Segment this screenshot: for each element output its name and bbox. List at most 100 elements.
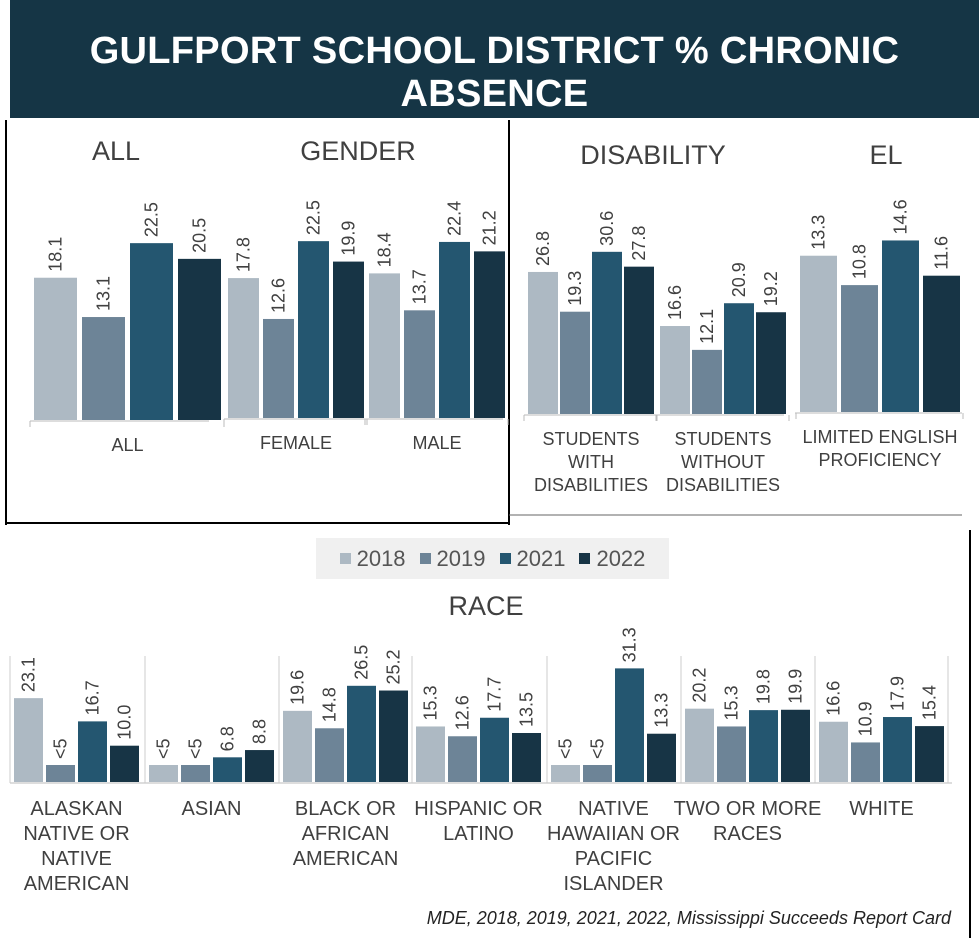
category-label-line: AMERICAN bbox=[293, 848, 399, 870]
data-label: 26.8 bbox=[533, 231, 553, 266]
category-label-line: HISPANIC OR bbox=[414, 798, 543, 820]
bar-2019-0 bbox=[82, 317, 125, 420]
category-label-line: TWO OR MORE bbox=[674, 798, 822, 820]
title-banner-background bbox=[10, 0, 979, 118]
bar-2019-1 bbox=[181, 765, 210, 782]
bar-2019-3 bbox=[448, 736, 477, 782]
bar-2022-2 bbox=[379, 690, 408, 782]
category-label: ALL bbox=[111, 435, 143, 455]
category-label: FEMALE bbox=[260, 433, 332, 453]
category-label: MALE bbox=[412, 433, 461, 453]
bar-2019-4 bbox=[583, 765, 612, 782]
legend-swatch-2022 bbox=[579, 553, 591, 564]
category-label-line: AMERICAN bbox=[24, 873, 130, 895]
category-label: NATIVE HAWAIIAN OR PACIFIC ISLANDER bbox=[547, 798, 680, 895]
data-label: 17.9 bbox=[888, 676, 908, 711]
category-label: LIMITED ENGLISH PROFICIENCY bbox=[802, 427, 957, 470]
bar-2019-1 bbox=[692, 349, 722, 414]
legend-label-2018: 2018 bbox=[356, 545, 406, 571]
bar-2022-0 bbox=[178, 258, 221, 420]
category-label-line: WITH bbox=[568, 452, 614, 472]
bar-2022-5 bbox=[781, 709, 810, 782]
legend-item-2019: 2019 bbox=[419, 545, 486, 572]
category-label-line: DISABILITIES bbox=[666, 475, 780, 495]
data-label: 14.8 bbox=[320, 687, 340, 722]
chart-title-race: RACE bbox=[448, 591, 523, 621]
page-title: GULFPORT SCHOOL DISTRICT % CHRONIC ABSEN… bbox=[89, 30, 900, 115]
data-label: 21.2 bbox=[480, 210, 500, 245]
bar-2022-0 bbox=[110, 745, 139, 782]
chart-title-gender: GENDER bbox=[300, 136, 416, 166]
data-label: 26.5 bbox=[352, 645, 372, 680]
chart-el: EL 13.3 10.8 14.6 11.6 LIMITED ENGLISH PROFICI… bbox=[795, 140, 964, 470]
legend-swatch-2019 bbox=[419, 553, 431, 564]
chart-title-all: ALL bbox=[92, 136, 140, 166]
bar-2022-1 bbox=[756, 312, 786, 414]
category-label-line: ISLANDER bbox=[563, 873, 663, 895]
category-label: ASIAN bbox=[181, 798, 241, 820]
category-label: HISPANIC OR LATINO bbox=[414, 798, 543, 845]
legend-item-2018: 2018 bbox=[339, 545, 406, 572]
category-label-line: LATINO bbox=[443, 823, 514, 845]
legend-label-2021: 2021 bbox=[516, 545, 566, 571]
data-label: 10.0 bbox=[115, 705, 135, 740]
bar-2021-1 bbox=[724, 303, 754, 414]
data-label: 22.4 bbox=[445, 201, 465, 236]
bar-2021-1 bbox=[439, 241, 470, 418]
chart-all: ALL 18.1 13.1 22.5 20.5 ALL bbox=[29, 136, 225, 455]
category-label: WHITE bbox=[849, 798, 913, 820]
category-label: TWO OR MORE RACES bbox=[674, 798, 822, 845]
bar-2019-0 bbox=[46, 765, 75, 782]
chart-title-disability: DISABILITY bbox=[580, 140, 726, 170]
bar-2021-0 bbox=[130, 243, 173, 420]
category-label-line: ASIAN bbox=[181, 798, 241, 820]
bar-2021-0 bbox=[298, 241, 329, 418]
legend-label-2019: 2019 bbox=[436, 545, 486, 571]
data-label: 13.3 bbox=[809, 215, 829, 250]
data-label: 19.2 bbox=[761, 271, 781, 306]
bar-2021-2 bbox=[347, 685, 376, 782]
bar-2018-0 bbox=[14, 698, 43, 782]
data-label: 20.5 bbox=[190, 218, 210, 253]
bar-2019-0 bbox=[263, 318, 294, 418]
category-label: BLACK OR AFRICAN AMERICAN bbox=[293, 798, 399, 870]
data-label: <5 bbox=[186, 738, 206, 759]
bar-2022-6 bbox=[915, 726, 944, 782]
data-label: 20.9 bbox=[729, 262, 749, 297]
bar-2022-4 bbox=[647, 733, 676, 782]
bar-2018-6 bbox=[819, 721, 848, 782]
category-label: STUDENTS WITHOUT DISABILITIES bbox=[666, 429, 780, 495]
bar-2018-1 bbox=[149, 765, 178, 782]
data-label: 22.5 bbox=[304, 200, 324, 235]
data-label: 16.6 bbox=[665, 285, 685, 320]
legend-item-2021: 2021 bbox=[499, 545, 566, 572]
legend: 2018 2019 2021 2022 bbox=[316, 538, 669, 579]
bar-2018-2 bbox=[283, 710, 312, 782]
bar-2021-0 bbox=[882, 240, 919, 412]
category-label-line: HAWAIIAN OR bbox=[547, 823, 680, 845]
data-label: 12.1 bbox=[697, 309, 717, 344]
data-label: <5 bbox=[588, 738, 608, 759]
bar-2019-5 bbox=[717, 726, 746, 782]
category-label: ALASKAN NATIVE OR NATIVE AMERICAN bbox=[23, 798, 129, 895]
category-label-line: STUDENTS bbox=[542, 429, 639, 449]
category-label-line: AFRICAN bbox=[302, 823, 390, 845]
data-label: 16.7 bbox=[83, 680, 103, 715]
chart-title-el: EL bbox=[869, 140, 902, 170]
legend-item-2022: 2022 bbox=[579, 546, 645, 572]
category-label-line: NATIVE OR bbox=[23, 823, 129, 845]
bar-2021-5 bbox=[749, 710, 778, 782]
bar-2018-0 bbox=[528, 271, 558, 414]
data-label: 30.6 bbox=[597, 211, 617, 246]
legend-swatch-2021 bbox=[499, 553, 511, 564]
category-label-line: NATIVE bbox=[578, 798, 649, 820]
bar-2022-3 bbox=[512, 732, 541, 782]
bar-2019-6 bbox=[851, 742, 880, 782]
bar-2018-4 bbox=[551, 765, 580, 782]
source-note: MDE, 2018, 2019, 2021, 2022, Mississippi… bbox=[426, 908, 951, 928]
bar-2019-2 bbox=[315, 728, 344, 782]
data-label: 18.1 bbox=[46, 237, 66, 272]
data-label: 11.6 bbox=[932, 236, 952, 270]
bar-2022-1 bbox=[245, 750, 274, 782]
bar-2018-1 bbox=[660, 326, 690, 414]
